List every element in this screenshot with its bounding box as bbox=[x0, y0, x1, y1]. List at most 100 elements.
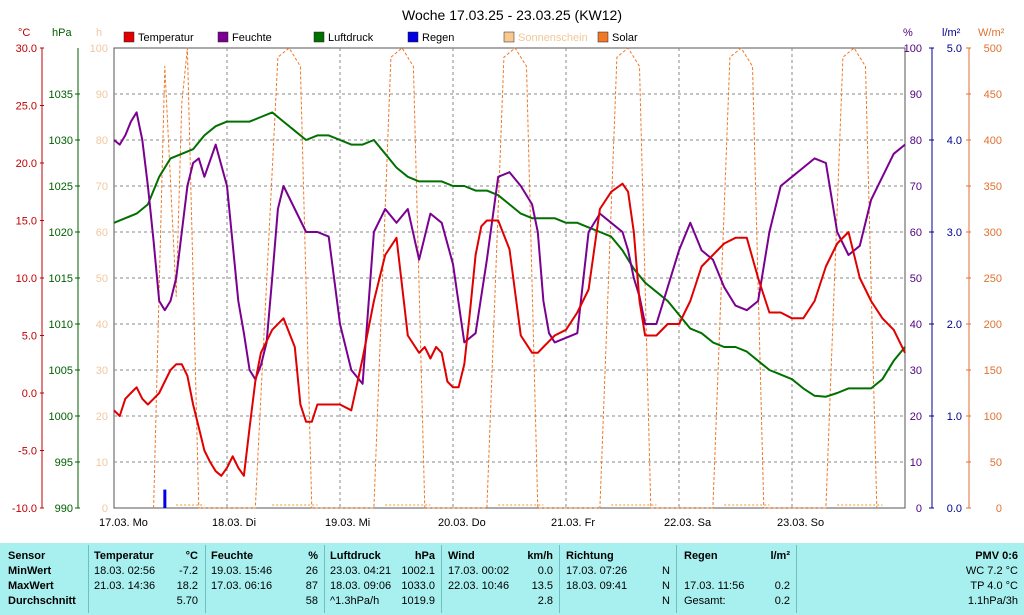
direction-avg-value: N bbox=[662, 595, 670, 607]
legend-label: Sonnenschein bbox=[518, 32, 588, 44]
pmv-header: PMV 0:6 bbox=[975, 550, 1018, 562]
temp-tick-label: 30.0 bbox=[16, 43, 37, 55]
x-tick-label: 22.03. Sa bbox=[664, 517, 712, 529]
solar-tick-label: 0 bbox=[996, 503, 1002, 515]
legend-label: Luftdruck bbox=[328, 32, 374, 44]
legend-swatch bbox=[503, 31, 515, 43]
temp-tick-label: -10.0 bbox=[12, 503, 37, 515]
direction-max-value: N bbox=[662, 580, 670, 592]
solar-tick-label: 50 bbox=[990, 457, 1002, 469]
legend-label: Regen bbox=[422, 32, 454, 44]
humidity-line bbox=[113, 111, 906, 385]
humidity-tick-label: 10 bbox=[910, 457, 922, 469]
legend-swatch bbox=[123, 31, 135, 43]
temp-tick-label: -5.0 bbox=[18, 446, 37, 458]
x-tick-label: 18.03. Di bbox=[212, 517, 256, 529]
solar-tick-label: 500 bbox=[984, 43, 1002, 55]
sensor-header: Sensor bbox=[8, 550, 46, 562]
legend-label: Feuchte bbox=[232, 32, 272, 44]
temp-max-value: 18.2 bbox=[176, 580, 198, 592]
pressure-line bbox=[113, 111, 906, 398]
pressure-tick-label: 1020 bbox=[49, 227, 73, 239]
humidity-tick-label: 80 bbox=[910, 135, 922, 147]
temp-header: Temperatur bbox=[94, 550, 154, 562]
legend-swatch bbox=[597, 31, 609, 43]
humidity-tick-label: 30 bbox=[910, 365, 922, 377]
pressure-tick-label: 1015 bbox=[49, 273, 73, 285]
pressure-max-time: 18.03. 09:06 bbox=[330, 580, 392, 592]
min-label: MinWert bbox=[8, 565, 52, 577]
humidity-min-value: 26 bbox=[305, 565, 318, 577]
wind-unit: km/h bbox=[527, 550, 553, 562]
temp-unit: °C bbox=[185, 550, 198, 562]
pmv-windchill: WC 7.2 °C bbox=[965, 565, 1018, 577]
wind-header: Wind bbox=[448, 550, 475, 562]
weather-chart: Woche 17.03.25 - 23.03.25 (KW12) °C hPa h% l… bbox=[12, 7, 1005, 529]
temp-tick-label: 10.0 bbox=[16, 273, 37, 285]
temp-tick-label: 0.0 bbox=[22, 388, 37, 400]
legend-label: Solar bbox=[612, 32, 638, 44]
solar-tick-label: 200 bbox=[984, 319, 1002, 331]
humidity-tick-label: 0 bbox=[916, 503, 922, 515]
temp-avg-value: 5.70 bbox=[176, 595, 198, 607]
direction-min-time: 17.03. 07:26 bbox=[566, 565, 628, 577]
humidity-max-value: 87 bbox=[305, 580, 318, 592]
legend-swatch bbox=[407, 31, 419, 43]
solar-tick-label: 250 bbox=[984, 273, 1002, 285]
wind-avg-value: 2.8 bbox=[537, 595, 553, 607]
sunshine-tick-label: 30 bbox=[96, 365, 108, 377]
rain-tick-label: 4.0 bbox=[947, 135, 962, 147]
x-tick-label: 21.03. Fr bbox=[551, 517, 595, 529]
rain-header: Regen bbox=[684, 550, 718, 562]
direction-max-time: 18.03. 09:41 bbox=[566, 580, 628, 592]
humidity-tick-label: 90 bbox=[910, 89, 922, 101]
temp-tick-label: 5.0 bbox=[22, 331, 37, 343]
temperature-line bbox=[113, 182, 906, 477]
solar-tick-label: 450 bbox=[984, 89, 1002, 101]
pressure-min-value: 1002.1 bbox=[401, 565, 435, 577]
sunshine-tick-label: 50 bbox=[96, 273, 108, 285]
plot-frame bbox=[113, 47, 906, 509]
rain-total-label: Gesamt: bbox=[684, 595, 726, 607]
rain-max-time: 17.03. 11:56 bbox=[684, 580, 745, 592]
temp-min-time: 18.03. 02:56 bbox=[94, 565, 156, 577]
rain-tick-label: 1.0 bbox=[947, 411, 962, 423]
pmv-pressure-trend: 1.1hPa/3h bbox=[967, 595, 1018, 607]
max-label: MaxWert bbox=[8, 580, 54, 592]
wind-min-value: 0.0 bbox=[537, 565, 553, 577]
humidity-tick-label: 60 bbox=[910, 227, 922, 239]
rain-tick-label: 3.0 bbox=[947, 227, 962, 239]
rain-max-value: 0.2 bbox=[774, 580, 790, 592]
wind-max-value: 13.5 bbox=[531, 580, 553, 592]
sunshine-tick-label: 80 bbox=[96, 135, 108, 147]
sunshine-tick-label: 20 bbox=[96, 411, 108, 423]
sunshine-tick-label: 40 bbox=[96, 319, 108, 331]
rain-tick-label: 0.0 bbox=[947, 503, 962, 515]
avg-label: Durchschnitt bbox=[8, 595, 76, 607]
sunshine-tick-label: 10 bbox=[96, 457, 108, 469]
humidity-header: Feuchte bbox=[211, 550, 254, 562]
solar-tick-label: 350 bbox=[984, 181, 1002, 193]
solar-tick-label: 150 bbox=[984, 365, 1002, 377]
temp-max-time: 21.03. 14:36 bbox=[94, 580, 156, 592]
temp-tick-label: 15.0 bbox=[16, 216, 37, 228]
x-tick-label: 17.03. Mo bbox=[99, 517, 148, 529]
rain-unit: l/m² bbox=[770, 550, 790, 562]
humidity-tick-label: 70 bbox=[910, 181, 922, 193]
rain-total-value: 0.2 bbox=[774, 595, 790, 607]
humidity-max-time: 17.03. 06:16 bbox=[211, 580, 273, 592]
rain-axis-unit: l/m² bbox=[942, 27, 961, 39]
pressure-header: Luftdruck bbox=[330, 550, 381, 562]
temp-axis-unit: °C bbox=[18, 27, 30, 39]
x-tick-label: 23.03. So bbox=[777, 517, 824, 529]
sunshine-tick-label: 100 bbox=[90, 43, 108, 55]
pressure-max-value: 1033.0 bbox=[401, 580, 435, 592]
x-tick-label: 20.03. Do bbox=[438, 517, 486, 529]
pressure-tick-label: 1010 bbox=[49, 319, 73, 331]
pmv-dewpoint: TP 4.0 °C bbox=[970, 580, 1018, 592]
temp-tick-label: 20.0 bbox=[16, 158, 37, 170]
legend-swatch bbox=[313, 31, 325, 43]
humidity-axis-unit: % bbox=[903, 27, 913, 39]
sunshine-tick-label: 60 bbox=[96, 227, 108, 239]
chart-title: Woche 17.03.25 - 23.03.25 (KW12) bbox=[402, 7, 622, 23]
